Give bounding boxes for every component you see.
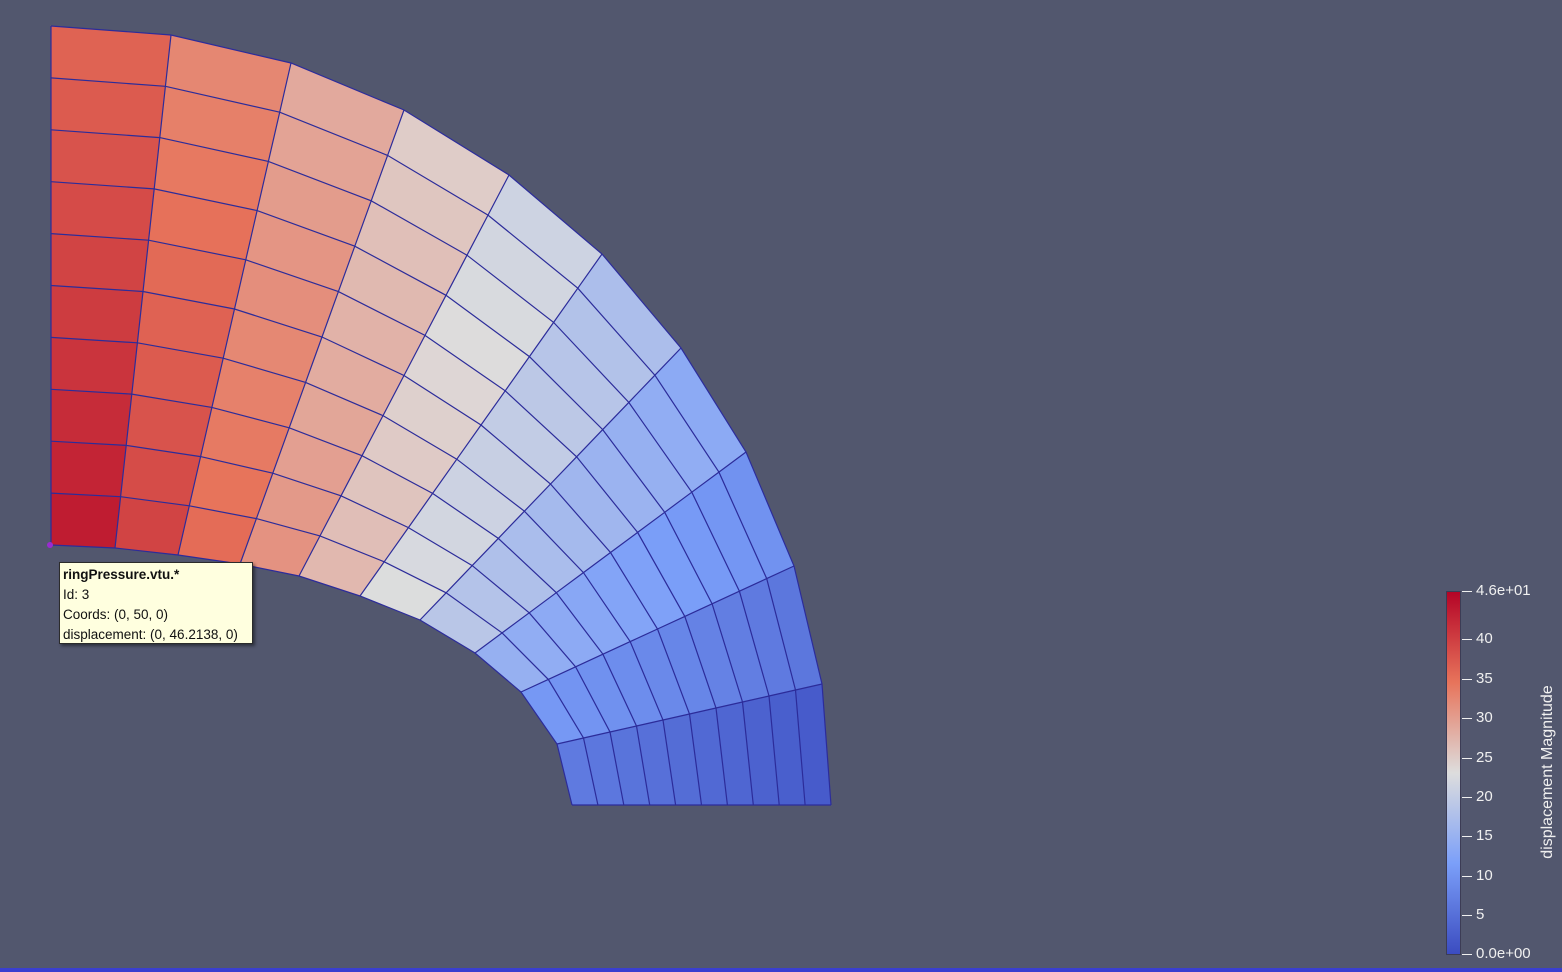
tooltip-displacement: displacement: (0, 46.2138, 0) bbox=[63, 627, 238, 642]
legend-tick-max bbox=[1462, 591, 1472, 592]
legend-min-label: 0.0e+00 bbox=[1476, 945, 1531, 962]
mesh-edge bbox=[50, 440, 625, 806]
legend-max-label: 4.6e+01 bbox=[1476, 582, 1531, 599]
legend-tick bbox=[1462, 718, 1472, 719]
mesh-edge bbox=[50, 129, 780, 806]
legend-title: displacement Magnitude bbox=[1539, 685, 1556, 859]
point-info-tooltip: ringPressure.vtu.* Id: 3 Coords: (0, 50,… bbox=[59, 562, 253, 644]
mesh-cell bbox=[50, 77, 166, 138]
legend-tick-label: 20 bbox=[1476, 788, 1493, 805]
picked-point-marker bbox=[47, 542, 53, 548]
legend-tick-label: 30 bbox=[1476, 709, 1493, 726]
tooltip-coords: Coords: (0, 50, 0) bbox=[63, 607, 169, 622]
legend-tick-label: 5 bbox=[1476, 906, 1485, 923]
mesh-edge bbox=[50, 233, 728, 806]
legend-tick bbox=[1462, 797, 1472, 798]
legend-tick-min bbox=[1462, 954, 1472, 955]
mesh-edge bbox=[50, 25, 832, 806]
legend-tick-label: 10 bbox=[1476, 867, 1493, 884]
mesh-cell bbox=[50, 337, 138, 395]
legend-tick bbox=[1462, 915, 1472, 916]
legend-tick-label: 40 bbox=[1476, 630, 1493, 647]
mesh-cell bbox=[50, 440, 127, 498]
tooltip-id: Id: 3 bbox=[63, 587, 90, 602]
mesh-cell bbox=[50, 388, 133, 446]
mesh-edge bbox=[50, 77, 806, 806]
legend-tick bbox=[1462, 639, 1472, 640]
mesh-cell bbox=[50, 233, 149, 292]
legend-tick bbox=[1462, 758, 1472, 759]
mesh-edge bbox=[50, 544, 573, 806]
legend-tick bbox=[1462, 876, 1472, 877]
mesh-cell bbox=[50, 492, 121, 549]
legend-tick bbox=[1462, 679, 1472, 680]
mesh-cell bbox=[50, 181, 155, 241]
mesh-edge bbox=[50, 336, 677, 806]
legend-tick-label: 35 bbox=[1476, 670, 1493, 687]
mesh-cell bbox=[50, 25, 172, 87]
legend-tick-label: 15 bbox=[1476, 827, 1493, 844]
color-legend-bar[interactable] bbox=[1446, 591, 1461, 955]
mesh-edge bbox=[50, 388, 651, 806]
mesh-edge bbox=[50, 284, 703, 806]
legend-tick-label: 25 bbox=[1476, 749, 1493, 766]
tooltip-title: ringPressure.vtu.* bbox=[63, 567, 180, 582]
mesh-edge bbox=[50, 492, 599, 806]
mesh-cell bbox=[50, 129, 161, 190]
legend-tick bbox=[1462, 836, 1472, 837]
mesh-edge bbox=[50, 181, 754, 806]
view-frame-border bbox=[0, 968, 1562, 972]
mesh-cell bbox=[50, 285, 144, 344]
mesh-cell bbox=[114, 496, 190, 556]
